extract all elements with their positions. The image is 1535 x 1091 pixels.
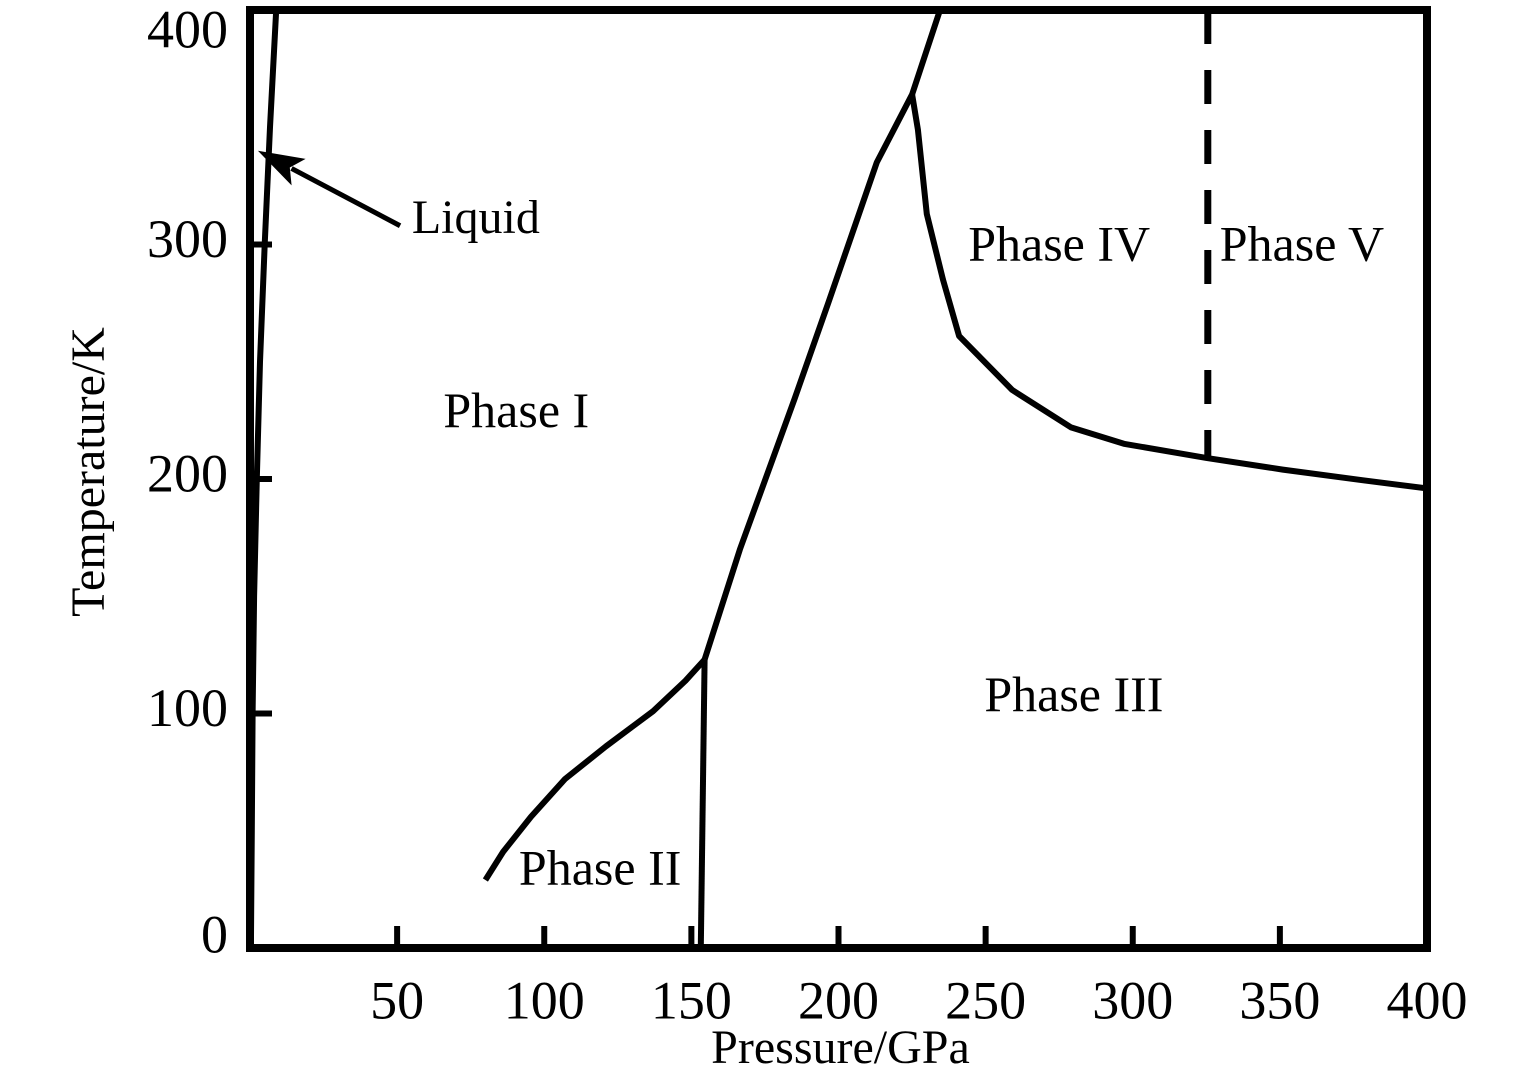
boundary-II-III (697, 659, 708, 948)
arrow-head-icon (257, 150, 306, 186)
y-tick-label: 400 (147, 0, 228, 59)
x-tick-label: 100 (504, 970, 585, 1030)
region-label-phase-iv: Phase IV (968, 216, 1150, 272)
x-tick-label: 150 (651, 970, 732, 1030)
x-tick-label: 350 (1239, 970, 1320, 1030)
plot-frame (246, 6, 1431, 952)
liquid-annotation-arrow (257, 150, 402, 228)
region-label-phase-v: Phase V (1220, 216, 1384, 272)
x-tick-label: 50 (370, 970, 424, 1030)
x-tick-label: 250 (945, 970, 1026, 1030)
boundary-III-IV (909, 93, 1427, 492)
arrow-shaft (290, 166, 402, 228)
boundary-melting-line (250, 10, 280, 948)
phase-boundaries (250, 10, 1427, 948)
region-label-phase-ii: Phase II (519, 839, 681, 895)
region-label-phase-iii: Phase III (984, 666, 1163, 722)
region-label-liquid: Liquid (412, 191, 540, 244)
y-tick-label: 300 (147, 209, 228, 269)
y-axis-label: Temperature/K (62, 327, 115, 617)
y-tick-label: 200 (147, 443, 228, 503)
x-axis-label: Pressure/GPa (711, 1021, 970, 1074)
y-tick-label: 100 (147, 678, 228, 738)
y-tick-label: 0 (201, 904, 228, 964)
x-tick-label: 200 (798, 970, 879, 1030)
x-tick-label: 400 (1387, 970, 1468, 1030)
region-label-phase-i: Phase I (443, 382, 589, 438)
x-tick-label: 300 (1092, 970, 1173, 1030)
boundary-I-II (482, 657, 707, 882)
